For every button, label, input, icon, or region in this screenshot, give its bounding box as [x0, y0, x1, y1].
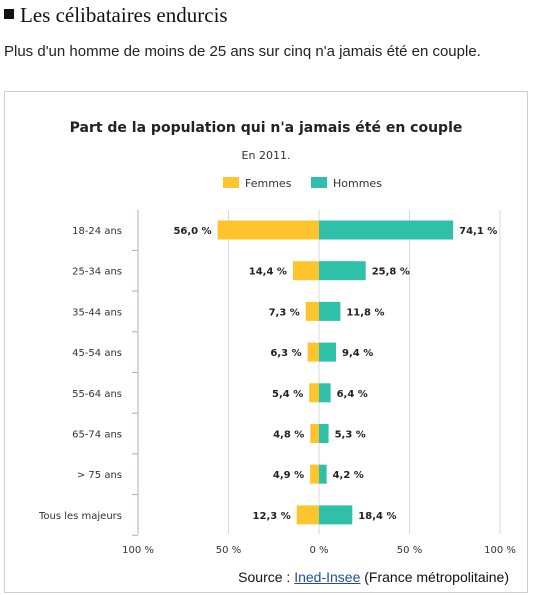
data-label-femmes: 14,4 % [249, 267, 287, 278]
bar-femmes [310, 424, 319, 443]
category-label: Tous les majeurs [38, 511, 122, 522]
data-label-hommes: 18,4 % [358, 511, 396, 522]
bar-hommes [319, 301, 341, 321]
x-tick-label: 100 % [122, 545, 154, 556]
bar-femmes [296, 505, 319, 525]
square-bullet-icon [4, 9, 14, 19]
bar-hommes [319, 424, 329, 443]
bar-hommes [319, 464, 327, 484]
legend-swatch-hommes [311, 177, 327, 188]
category-label: 45-54 ans [72, 348, 122, 359]
category-label: 25-34 ans [72, 267, 122, 278]
bar-hommes [319, 383, 331, 403]
data-label-femmes: 12,3 % [253, 511, 291, 522]
source-link[interactable]: Ined-Insee [294, 569, 361, 585]
article-heading: Les célibataires endurcis [4, 3, 228, 28]
article-heading-text: Les célibataires endurcis [20, 3, 228, 27]
bar-femmes [292, 261, 319, 281]
data-label-femmes: 4,9 % [273, 470, 304, 481]
bar-femmes [307, 342, 319, 362]
chart-container: Part de la population qui n'a jamais été… [4, 91, 528, 593]
chart-subtitle: En 2011. [242, 149, 291, 162]
bar-femmes [217, 220, 319, 240]
data-label-hommes: 5,3 % [335, 430, 366, 441]
diverging-bar-chart: Part de la population qui n'a jamais été… [38, 120, 516, 556]
chart-title: Part de la population qui n'a jamais été… [70, 120, 463, 136]
legend-label-hommes: Hommes [333, 177, 382, 190]
bar-hommes [319, 261, 366, 281]
x-tick-label: 50 % [216, 545, 241, 556]
data-label-hommes: 6,4 % [337, 389, 368, 400]
bar-hommes [319, 342, 337, 362]
x-tick-label: 100 % [484, 545, 516, 556]
source-suffix: (France métropolitaine) [360, 569, 509, 585]
data-label-femmes: 6,3 % [270, 348, 301, 359]
data-label-hommes: 9,4 % [342, 348, 373, 359]
source-note: Source : Ined-Insee (France métropolitai… [238, 569, 509, 585]
category-label: 35-44 ans [72, 307, 122, 318]
bar-hommes [319, 220, 454, 240]
category-label: > 75 ans [77, 470, 122, 481]
data-label-hommes: 25,8 % [372, 267, 410, 278]
data-label-hommes: 11,8 % [346, 307, 384, 318]
bar-femmes [309, 383, 319, 403]
source-prefix: Source : [238, 569, 295, 585]
bar-hommes [319, 505, 353, 525]
x-tick-label: 50 % [397, 545, 422, 556]
article-subtitle: Plus d'un homme de moins de 25 ans sur c… [4, 43, 481, 60]
bar-femmes [310, 464, 319, 484]
legend-label-femmes: Femmes [245, 177, 292, 190]
data-label-femmes: 7,3 % [269, 307, 300, 318]
x-tick-label: 0 % [309, 545, 328, 556]
category-label: 55-64 ans [72, 389, 122, 400]
data-label-femmes: 5,4 % [272, 389, 303, 400]
bar-femmes [305, 301, 319, 321]
data-label-hommes: 74,1 % [459, 226, 497, 237]
data-label-hommes: 4,2 % [333, 470, 364, 481]
data-label-femmes: 56,0 % [173, 226, 211, 237]
category-label: 18-24 ans [72, 226, 122, 237]
legend-swatch-femmes [223, 177, 239, 188]
data-label-femmes: 4,8 % [273, 430, 304, 441]
category-label: 65-74 ans [72, 430, 122, 441]
